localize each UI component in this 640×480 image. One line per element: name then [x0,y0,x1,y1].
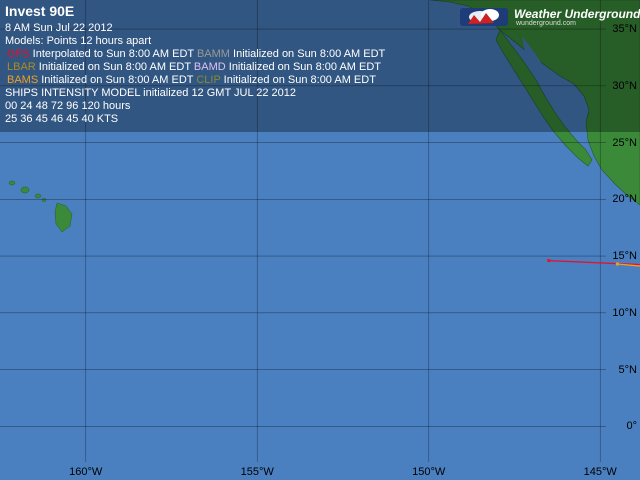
weather-underground-cloud-icon [460,8,508,26]
longitude-label: 145°W [583,466,617,478]
track-point [615,262,619,266]
latitude-label: 30°N [612,79,637,92]
latitude-label: 20°N [612,193,637,206]
model-legend-row: GFS Interpolated to Sun 8:00 AM EDT BAMM… [7,48,385,61]
model-name: LBAR [7,61,36,73]
model-legend-row: BAMS Initialized on Sun 8:00 AM EDT CLIP… [7,74,376,87]
model-init-text: Initialized on Sun 8:00 AM EDT [229,48,386,60]
header-panel [0,0,640,132]
track-gfs [547,259,640,266]
model-init-text: Initialized on Sun 8:00 AM EDT [35,61,194,73]
model-tracks [547,259,640,267]
ships-kts: 25 36 45 46 45 40 KTS [5,113,119,125]
storm-title: Invest 90E [5,3,75,19]
longitude-label: 160°W [69,466,103,478]
latitude-label: 25°N [612,136,637,149]
baja-peninsula [495,29,593,167]
model-name: GFS [7,48,30,60]
model-init-text: Initialized on Sun 8:00 AM EDT [38,74,197,86]
hawaiian-islands [8,180,73,233]
weather-underground-logo[interactable]: Weather Underground wunderground.com [460,5,640,29]
latitude-label: 35°N [612,23,637,36]
logo-url: wunderground.com [516,20,576,27]
latitude-label: 5°N [618,363,637,376]
latitude-label: 0° [626,420,637,433]
latitude-label: 15°N [612,250,637,263]
track-point [547,259,551,263]
model-init-text: Initialized on Sun 8:00 AM EDT [220,74,376,86]
model-name: BAMM [196,48,230,60]
latitude-label: 10°N [612,306,637,319]
model-init-text: Interpolated to Sun 8:00 AM EDT [29,48,197,60]
track-bams [615,262,640,267]
lat-lon-grid [0,0,606,462]
ships-hours: 00 24 48 72 96 120 hours [5,100,131,112]
longitude-label: 155°W [240,466,274,478]
model-name: BAMD [193,61,226,73]
longitude-label: 150°W [412,466,446,478]
model-name: CLIP [196,74,221,86]
model-init-text: Initialized on Sun 8:00 AM EDT [225,61,382,73]
advisory-date: 8 AM Sun Jul 22 2012 [5,22,113,34]
logo-name: Weather Underground [514,7,640,21]
model-name: BAMS [7,74,39,86]
gulf-of-california [522,36,588,150]
models-line: Models: Points 12 hours apart [5,35,152,47]
ships-line: SHIPS INTENSITY MODEL initialized 12 GMT… [5,87,297,99]
model-legend-row: LBAR Initialized on Sun 8:00 AM EDT BAMD… [7,61,381,74]
